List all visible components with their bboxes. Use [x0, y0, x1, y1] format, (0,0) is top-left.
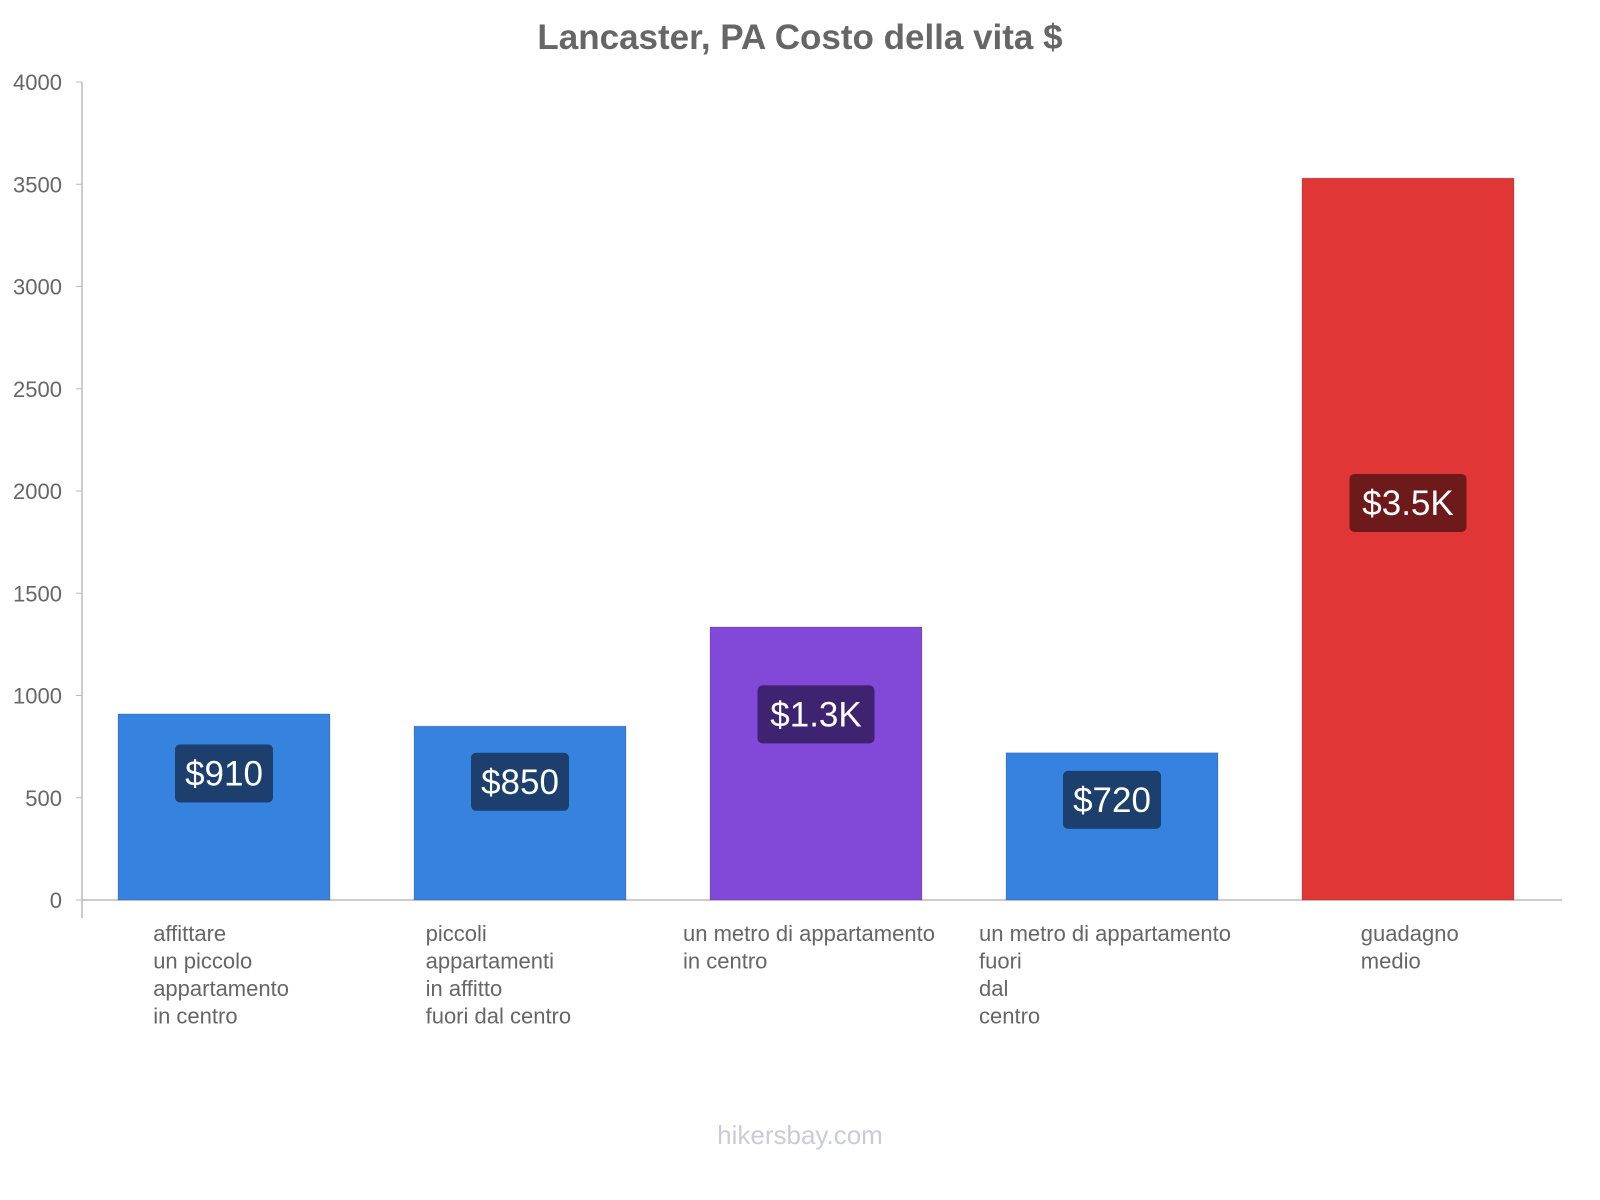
- value-label-box: [757, 685, 875, 744]
- category-label: affittare: [153, 921, 226, 946]
- bar: [117, 713, 331, 901]
- category-label: medio: [1361, 949, 1421, 974]
- value-label-box: [175, 744, 273, 803]
- category-label: un metro di appartamento: [979, 921, 1231, 946]
- chart-title: Lancaster, PA Costo della vita $: [537, 18, 1063, 57]
- category-label: in centro: [153, 1004, 237, 1029]
- bar: [709, 626, 923, 901]
- category-label: fuori dal centro: [426, 1004, 572, 1029]
- y-tick-label: 0: [50, 888, 62, 913]
- bar: [1301, 177, 1515, 901]
- category-label: dal: [979, 976, 1008, 1001]
- category-label: appartamenti: [426, 949, 554, 974]
- category-label: in centro: [683, 949, 767, 974]
- category-label: appartamento: [153, 976, 289, 1001]
- value-label: $3.5K: [1362, 484, 1453, 523]
- value-label-box: [1349, 473, 1467, 532]
- y-tick-label: 2000: [13, 479, 62, 504]
- category-label: centro: [979, 1004, 1040, 1029]
- bar: [413, 725, 627, 901]
- category-label: piccoli: [426, 921, 487, 946]
- y-tick-label: 3000: [13, 275, 62, 300]
- category-label: fuori: [979, 949, 1022, 974]
- category-label: un metro di appartamento: [683, 921, 935, 946]
- y-tick-label: 3500: [13, 172, 62, 197]
- category-label: un piccolo: [153, 949, 252, 974]
- y-tick-label: 1000: [13, 684, 62, 709]
- value-label-box: [471, 752, 569, 811]
- y-tick-label: 500: [25, 786, 62, 811]
- value-label: $910: [185, 754, 263, 793]
- y-tick-label: 1500: [13, 581, 62, 606]
- value-label: $720: [1073, 781, 1151, 820]
- y-tick-label: 2500: [13, 377, 62, 402]
- category-label: in affitto: [426, 976, 503, 1001]
- value-label: $1.3K: [770, 695, 861, 734]
- value-label: $850: [481, 763, 559, 802]
- category-label: guadagno: [1361, 921, 1459, 946]
- watermark: hikersbay.com: [717, 1120, 883, 1150]
- y-tick-label: 4000: [13, 70, 62, 95]
- value-label-box: [1063, 770, 1161, 829]
